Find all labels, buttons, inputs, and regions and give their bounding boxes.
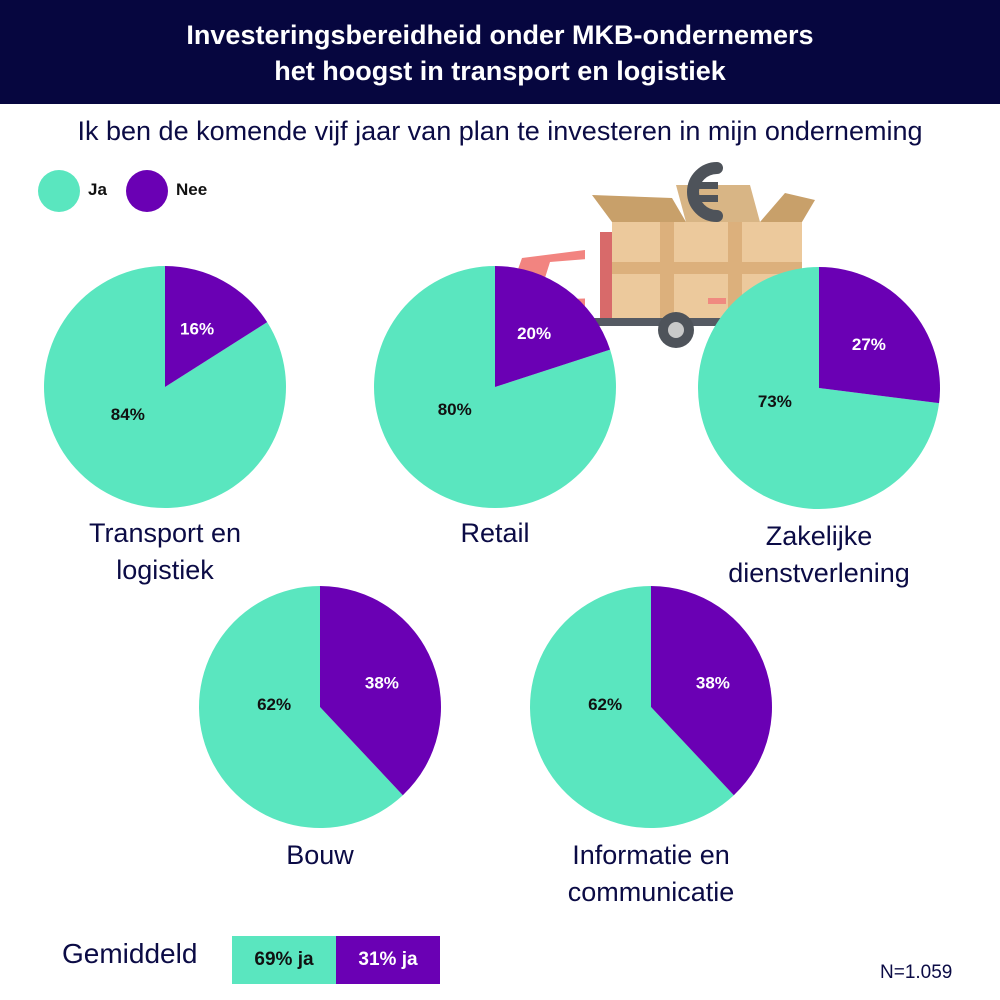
legend-label-ja: Ja	[88, 180, 107, 199]
pie-slice-ja	[198, 586, 403, 828]
average-ja-bar: 69% ja	[232, 936, 336, 984]
pie-slice-nee	[819, 267, 940, 404]
pie-slice-ja	[530, 586, 734, 828]
legend-label-nee: Nee	[176, 180, 208, 199]
pie-label-nee: 38%	[365, 674, 399, 693]
pie-slice-nee	[165, 266, 268, 387]
pie-label-ja: 73%	[758, 392, 792, 411]
header-title-line1: Investeringsbereidheid onder MKB-onderne…	[186, 20, 814, 50]
category-label: Transport en	[89, 518, 241, 548]
average-nee-bar: 31% ja	[336, 936, 440, 984]
header-title-line2: het hoogst in transport en logistiek	[274, 56, 726, 86]
pie-label-ja: 84%	[111, 405, 145, 424]
pie-label-nee: 27%	[852, 335, 886, 354]
category-label: Zakelijke	[766, 521, 873, 551]
category-label: logistiek	[116, 555, 214, 585]
category-label: Bouw	[286, 840, 354, 870]
legend-swatch-nee	[126, 170, 168, 212]
chart-subtitle: Ik ben de komende vijf jaar van plan te …	[77, 116, 923, 146]
pie-slice-nee	[651, 586, 772, 796]
pie-slice-nee	[320, 586, 441, 796]
category-label: Retail	[460, 518, 529, 548]
sample-size-note: N=1.059	[880, 962, 953, 983]
legend-swatch-ja	[38, 170, 80, 212]
pie-label-nee: 38%	[696, 674, 730, 693]
pie-slice-ja	[373, 266, 616, 508]
pie-label-ja: 62%	[588, 695, 622, 714]
pie-slice-ja	[697, 267, 940, 509]
average-label: Gemiddeld	[62, 938, 198, 969]
pie-label-nee: 20%	[517, 324, 551, 343]
pie-slice-nee	[495, 266, 611, 387]
pie-label-ja: 62%	[257, 695, 291, 714]
pie-label-ja: 80%	[438, 400, 472, 419]
category-label: communicatie	[568, 877, 735, 907]
category-label: dienstverlening	[728, 558, 910, 588]
pie-label-nee: 16%	[180, 320, 214, 339]
header-banner: Investeringsbereidheid onder MKB-onderne…	[0, 0, 1000, 104]
category-label: Informatie en	[572, 840, 730, 870]
